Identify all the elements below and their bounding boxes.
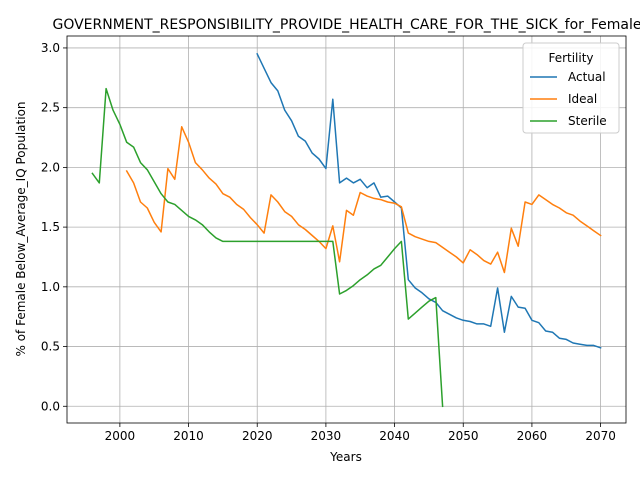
legend-label-ideal: Ideal bbox=[568, 92, 597, 106]
chart-title: GOVERNMENT_RESPONSIBILITY_PROVIDE_HEALTH… bbox=[52, 17, 640, 33]
y-tick-label: 3.0 bbox=[41, 41, 60, 55]
x-tick-label: 2060 bbox=[517, 429, 548, 443]
y-tick-label: 2.5 bbox=[41, 101, 60, 115]
x-tick-label: 2070 bbox=[585, 429, 616, 443]
y-axis-label: % of Female Below_Average_IQ Population bbox=[14, 101, 28, 356]
x-tick-label: 2010 bbox=[173, 429, 204, 443]
y-tick-label: 2.0 bbox=[41, 160, 60, 174]
legend-label-sterile: Sterile bbox=[568, 114, 607, 128]
x-tick-label: 2050 bbox=[448, 429, 479, 443]
x-tick-label: 2020 bbox=[242, 429, 273, 443]
x-tick-label: 2030 bbox=[311, 429, 342, 443]
legend-label-actual: Actual bbox=[568, 70, 606, 84]
x-tick-label: 2000 bbox=[105, 429, 136, 443]
x-axis-label: Years bbox=[329, 450, 362, 464]
x-tick-label: 2040 bbox=[379, 429, 410, 443]
legend: Fertility Actual Ideal Sterile bbox=[523, 43, 619, 133]
y-tick-label: 1.0 bbox=[41, 280, 60, 294]
y-tick-label: 1.5 bbox=[41, 220, 60, 234]
y-tick-label: 0.5 bbox=[41, 340, 60, 354]
y-tick-label: 0.0 bbox=[41, 399, 60, 413]
legend-title: Fertility bbox=[548, 51, 593, 65]
